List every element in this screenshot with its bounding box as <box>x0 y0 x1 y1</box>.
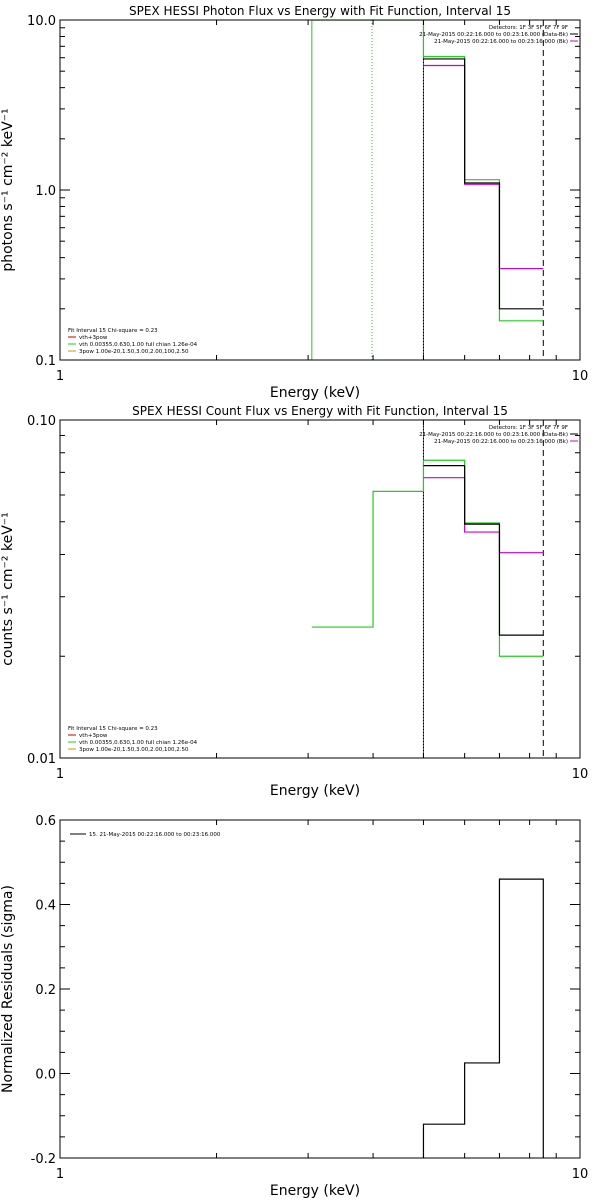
chart-title: SPEX HESSI Photon Flux vs Energy with Fi… <box>129 4 511 18</box>
y-axis-label: counts s⁻¹ cm⁻² keV⁻¹ <box>0 512 16 666</box>
x-tick-label: 10 <box>572 369 589 384</box>
y-tick-label: 0.10 <box>27 414 56 429</box>
y-tick-label: 10.0 <box>27 14 56 29</box>
legend-entry: vth+3pow <box>79 335 108 341</box>
legend-entry: Detectors: 1F 3F 5F 6F 7F 9F <box>489 25 568 31</box>
legend-entry: 21-May-2015 00:22:16.000 to 00:23:16.000… <box>434 439 568 445</box>
series-line-magenta <box>423 477 544 554</box>
x-tick-label: 10 <box>572 767 589 782</box>
legend-entry: vth 0.00355,0.630,1.00 full chian 1.26e-… <box>79 342 198 348</box>
legend-entry: 21-May-2015 00:22:16.000 to 00:23:16.000… <box>419 32 568 38</box>
series-line-magenta <box>423 64 544 270</box>
legend-entry: 21-May-2015 00:22:16.000 to 00:23:16.000… <box>419 432 568 438</box>
x-tick-label: 1 <box>56 369 64 384</box>
x-axis-label: Energy (keV) <box>270 783 360 799</box>
x-axis-label: Energy (keV) <box>270 1183 360 1199</box>
y-tick-label: 0.1 <box>35 354 56 369</box>
y-tick-label: 0.0 <box>35 1068 56 1083</box>
x-tick-label: 1 <box>56 767 64 782</box>
legend-entry: Detectors: 1F 3F 5F 6F 7F 9F <box>489 425 568 431</box>
series-line-green <box>311 459 544 657</box>
legend-entry: 3pow 1.00e-20,1.50,3.00,2.00,100,2.50 <box>79 349 189 355</box>
legend-entry: 3pow 1.00e-20,1.50,3.00,2.00,100,2.50 <box>79 747 189 753</box>
legend-entry: Fit Interval 15 Chi-square = 0.23 <box>68 328 158 334</box>
y-tick-label: 0.01 <box>27 752 56 767</box>
legend-entry: 21-May-2015 00:22:16.000 to 00:23:16.000… <box>434 39 568 45</box>
series-line-black <box>423 464 544 636</box>
y-tick-label: 0.6 <box>35 814 56 829</box>
plot-frame <box>59 819 581 1159</box>
y-tick-label: 1.0 <box>35 184 56 199</box>
series-line-black <box>423 58 544 310</box>
y-tick-label: -0.2 <box>31 1152 56 1167</box>
y-tick-label: 0.2 <box>35 983 56 998</box>
legend-entry: Fit Interval 15 Chi-square = 0.23 <box>68 726 158 732</box>
legend-entry: vth 0.00355,0.630,1.00 full chian 1.26e-… <box>79 740 198 746</box>
x-tick-label: 10 <box>572 1167 589 1182</box>
plot-frame <box>59 419 581 759</box>
series-legend-entry: 15. 21-May-2015 00:22:16.000 to 00:23:16… <box>89 832 221 838</box>
x-tick-label: 1 <box>56 1167 64 1182</box>
series-line-black <box>422 878 544 1158</box>
x-axis-label: Energy (keV) <box>270 385 360 401</box>
chart-title: SPEX HESSI Count Flux vs Energy with Fit… <box>132 404 508 418</box>
y-axis-label: photons s⁻¹ cm⁻² keV⁻¹ <box>0 108 16 271</box>
y-tick-label: 0.4 <box>35 899 56 914</box>
y-axis-label: Normalized Residuals (sigma) <box>0 885 16 1093</box>
legend-entry: vth+3pow <box>79 733 108 739</box>
